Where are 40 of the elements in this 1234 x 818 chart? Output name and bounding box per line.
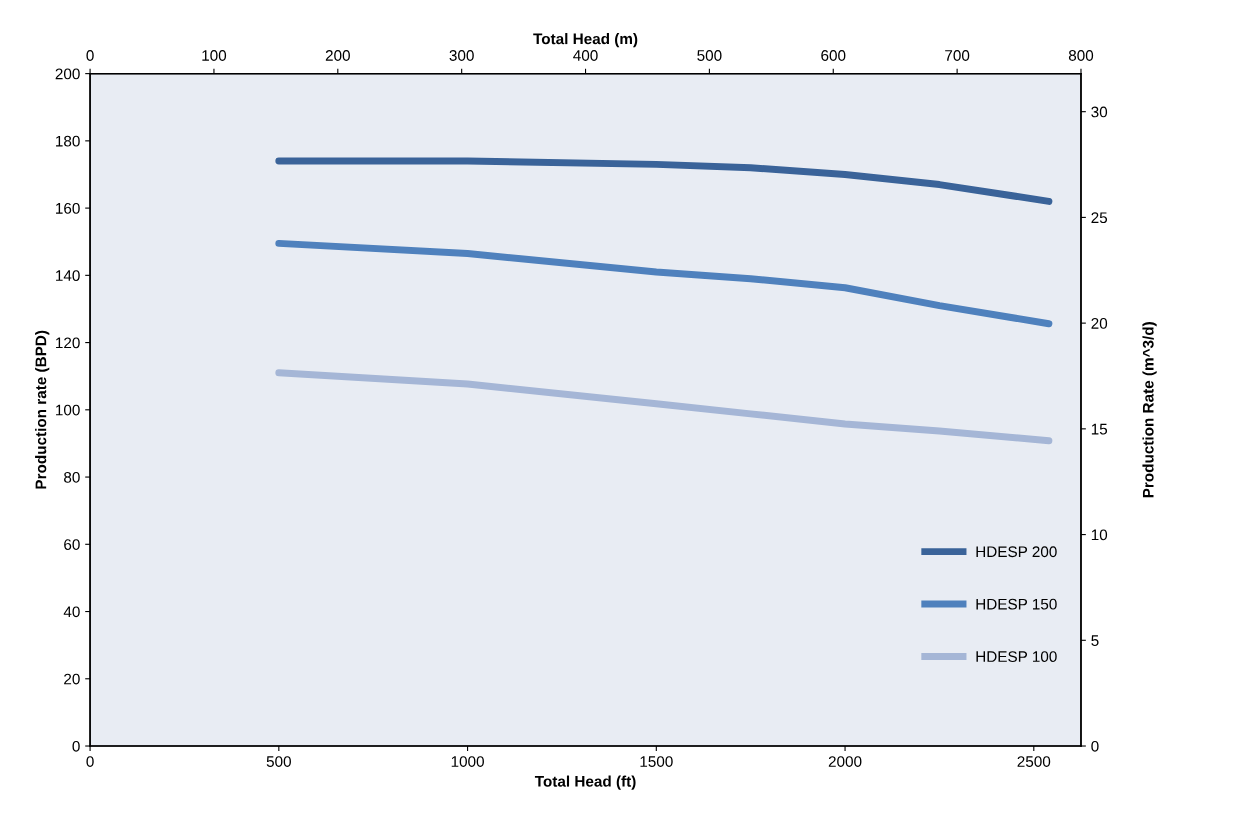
y-tick-label: 160: [56, 202, 80, 214]
x-tick-label: 2500: [1017, 756, 1051, 767]
x2-tick-label: 100: [202, 50, 227, 61]
y2-tick-label: 15: [1091, 423, 1108, 435]
x-tick-label: 1000: [451, 756, 484, 767]
x2-tick-label: 800: [1068, 50, 1094, 61]
y-tick-label: 20: [64, 673, 80, 685]
y-axis-title: Production rate (BPD): [35, 330, 50, 489]
y-tick-label: 120: [56, 337, 80, 349]
y-tick-label: 80: [64, 471, 80, 483]
y2-tick-label: 5: [1091, 635, 1099, 646]
x-tick-label: 1500: [640, 756, 673, 767]
y2-tick-label: 25: [1091, 212, 1108, 224]
legend-label: HDESP 150: [976, 598, 1057, 610]
x2-tick-label: 700: [945, 50, 970, 61]
x-tick-label: 0: [86, 756, 94, 767]
y2-tick-label: 0: [1091, 740, 1099, 752]
y2-axis-title: Production Rate (m^3/d): [1142, 322, 1157, 498]
x2-axis-title: Total Head (m): [533, 33, 638, 48]
x2-tick-label: 200: [325, 50, 350, 61]
y2-tick-label: 20: [1091, 317, 1108, 329]
x-axis-title: Total Head (ft): [534, 775, 636, 790]
legend-label: HDESP 100: [976, 651, 1057, 663]
x2-tick-label: 600: [821, 50, 846, 61]
legend-label: HDESP 200: [976, 546, 1057, 558]
y2-tick-label: 10: [1091, 529, 1108, 541]
x-tick-label: 2000: [828, 756, 862, 767]
x-tick-label: 500: [266, 756, 291, 767]
y-tick-label: 140: [56, 270, 80, 282]
y-tick-label: 100: [56, 404, 80, 416]
y-tick-label: 0: [72, 740, 80, 752]
x2-tick-label: 500: [697, 50, 722, 61]
x2-tick-label: 0: [86, 50, 94, 61]
x2-tick-label: 400: [573, 50, 598, 61]
y-tick-label: 180: [56, 135, 80, 147]
y-tick-label: 200: [55, 68, 80, 80]
x2-tick-label: 300: [449, 50, 474, 61]
y2-tick-label: 30: [1091, 106, 1108, 118]
y-tick-label: 60: [64, 539, 80, 550]
y-tick-label: 40: [63, 606, 80, 618]
